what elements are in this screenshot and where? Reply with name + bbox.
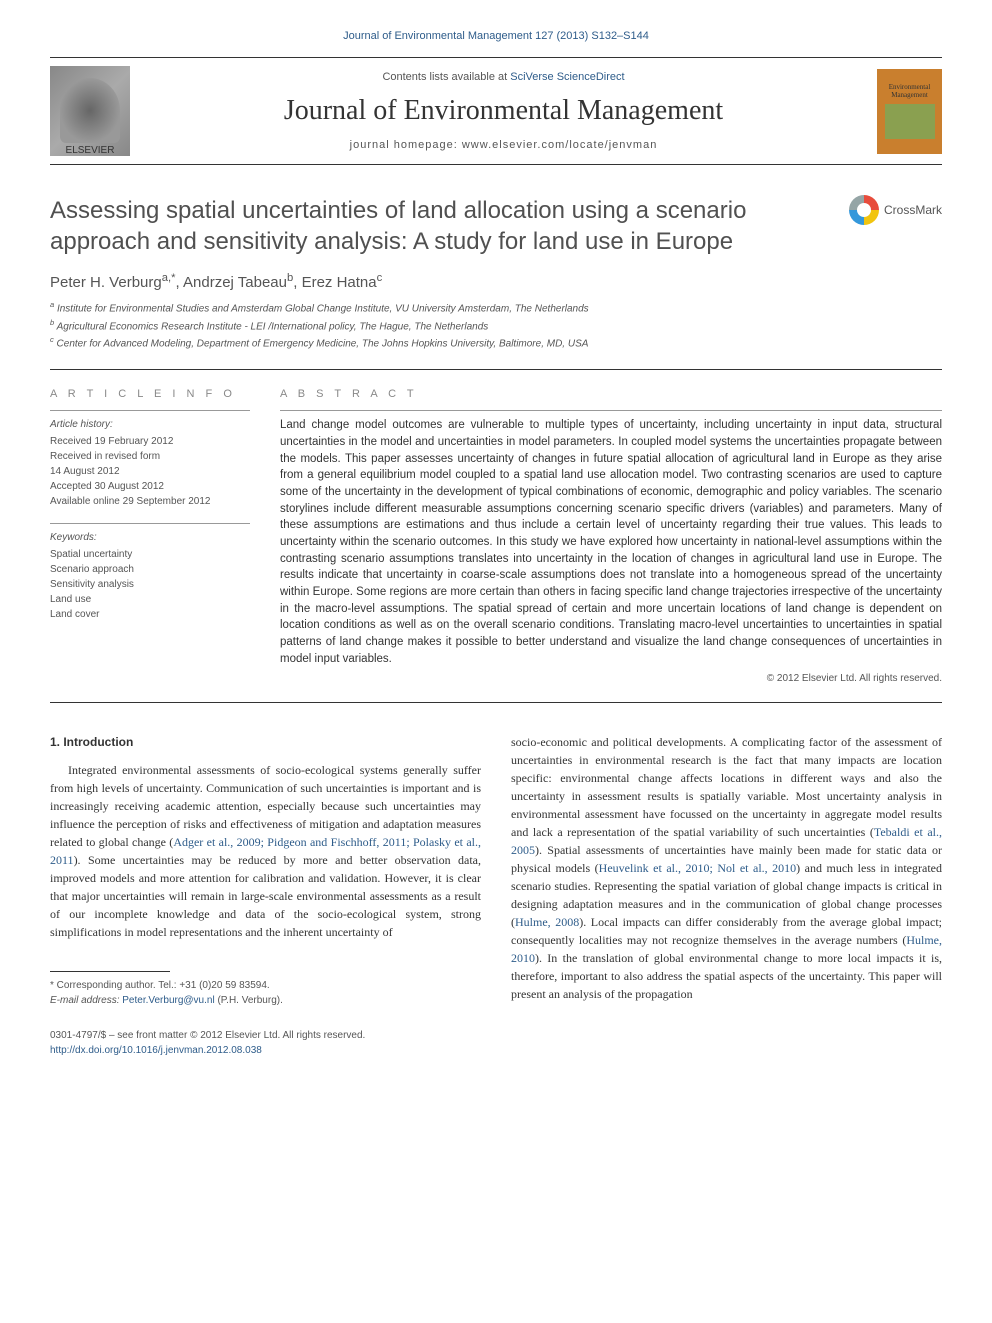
keyword-2: Scenario approach: [50, 562, 250, 577]
abstract-heading: A B S T R A C T: [280, 388, 942, 400]
footnote-divider: [50, 971, 170, 972]
corresponding-email-link[interactable]: Peter.Verburg@vu.nl: [122, 995, 214, 1006]
footnotes: * Corresponding author. Tel.: +31 (0)20 …: [50, 978, 481, 1008]
keyword-1: Spatial uncertainty: [50, 547, 250, 562]
journal-citation-header[interactable]: Journal of Environmental Management 127 …: [50, 30, 942, 42]
citation-heuvelink[interactable]: Heuvelink et al., 2010; Nol et al., 2010: [599, 861, 797, 875]
elsevier-tree-icon: [60, 78, 120, 143]
sciencedirect-link[interactable]: SciVerse ScienceDirect: [510, 71, 624, 83]
keywords-label: Keywords:: [50, 530, 250, 545]
body-column-left: 1. Introduction Integrated environmental…: [50, 733, 481, 1008]
history-accepted: Accepted 30 August 2012: [50, 479, 250, 494]
abstract-column: A B S T R A C T Land change model outcom…: [280, 388, 942, 684]
journal-homepage-line: journal homepage: www.elsevier.com/locat…: [130, 139, 877, 151]
keyword-3: Sensitivity analysis: [50, 577, 250, 592]
author-3: , Erez Hatna: [293, 274, 376, 291]
history-received: Received 19 February 2012: [50, 434, 250, 449]
author-3-sup: c: [377, 272, 383, 284]
header-center: Contents lists available at SciVerse Sci…: [130, 71, 877, 151]
keyword-4: Land use: [50, 592, 250, 607]
affiliations: a Institute for Environmental Studies an…: [50, 299, 942, 351]
article-title: Assessing spatial uncertainties of land …: [50, 195, 829, 257]
affiliation-b: b Agricultural Economics Research Instit…: [50, 317, 942, 334]
article-history: Article history: Received 19 February 20…: [50, 410, 250, 509]
history-revised: Received in revised form: [50, 449, 250, 464]
intro-paragraph: Integrated environmental assessments of …: [50, 761, 481, 941]
elsevier-label: ELSEVIER: [66, 145, 115, 156]
body-columns: 1. Introduction Integrated environmental…: [50, 733, 942, 1008]
crossmark-icon: [849, 195, 879, 225]
divider: [50, 369, 942, 370]
crossmark-label: CrossMark: [884, 203, 942, 217]
abstract-text: Land change model outcomes are vulnerabl…: [280, 410, 942, 667]
author-1: Peter H. Verburg: [50, 274, 162, 291]
keywords-block: Keywords: Spatial uncertainty Scenario a…: [50, 523, 250, 622]
elsevier-logo: ELSEVIER: [50, 66, 130, 156]
journal-header: ELSEVIER Contents lists available at Sci…: [50, 57, 942, 165]
journal-cover-thumbnail: Environmental Management: [877, 69, 942, 154]
doi-link[interactable]: http://dx.doi.org/10.1016/j.jenvman.2012…: [50, 1045, 262, 1056]
section-1-heading: 1. Introduction: [50, 733, 481, 751]
authors-line: Peter H. Verburga,*, Andrzej Tabeaub, Er…: [50, 272, 942, 291]
contents-lists-line: Contents lists available at SciVerse Sci…: [130, 71, 877, 83]
corresponding-author-note: * Corresponding author. Tel.: +31 (0)20 …: [50, 978, 481, 993]
affiliation-c: c Center for Advanced Modeling, Departme…: [50, 334, 942, 351]
journal-name: Journal of Environmental Management: [130, 95, 877, 127]
bottom-meta: 0301-4797/$ – see front matter © 2012 El…: [50, 1028, 942, 1058]
cover-image-icon: [885, 104, 935, 139]
divider-2: [50, 702, 942, 703]
intro-paragraph-cont: socio-economic and political development…: [511, 733, 942, 1003]
affiliation-a: a Institute for Environmental Studies an…: [50, 299, 942, 316]
issn-line: 0301-4797/$ – see front matter © 2012 El…: [50, 1028, 942, 1043]
history-label: Article history:: [50, 417, 250, 432]
article-info-heading: A R T I C L E I N F O: [50, 388, 250, 400]
abstract-copyright: © 2012 Elsevier Ltd. All rights reserved…: [280, 673, 942, 684]
journal-homepage-url[interactable]: www.elsevier.com/locate/jenvman: [462, 139, 657, 151]
email-line: E-mail address: Peter.Verburg@vu.nl (P.H…: [50, 993, 481, 1008]
article-info-column: A R T I C L E I N F O Article history: R…: [50, 388, 250, 684]
body-column-right: socio-economic and political development…: [511, 733, 942, 1008]
crossmark-badge[interactable]: CrossMark: [849, 195, 942, 225]
history-online: Available online 29 September 2012: [50, 494, 250, 509]
keyword-5: Land cover: [50, 607, 250, 622]
author-1-sup: a,*: [162, 272, 176, 284]
citation-hulme-2008[interactable]: Hulme, 2008: [515, 915, 579, 929]
author-2: , Andrzej Tabeau: [176, 274, 287, 291]
history-revised-date: 14 August 2012: [50, 464, 250, 479]
